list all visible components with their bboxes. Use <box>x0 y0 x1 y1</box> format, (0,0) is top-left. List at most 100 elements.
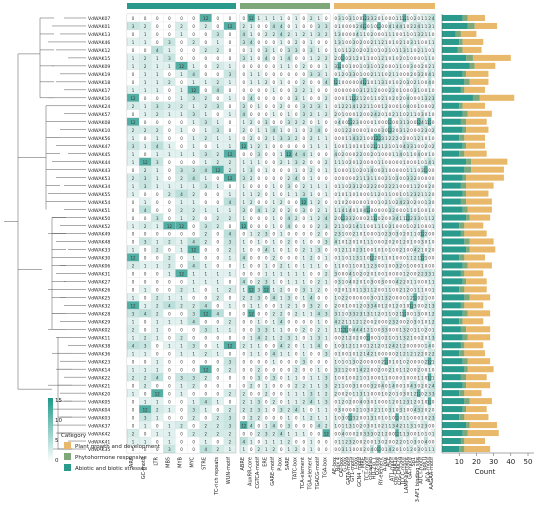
cell-value: 1 <box>363 264 366 269</box>
cell-value: 2 <box>180 208 183 213</box>
cell-value: 0 <box>381 88 384 93</box>
cell-value: 12 <box>143 407 149 412</box>
cell-value: 1 <box>363 224 366 229</box>
cell-value: 1 <box>250 192 253 197</box>
cell-value: 0 <box>325 16 328 21</box>
cell-value: 0 <box>349 296 352 301</box>
cell-value: 4 <box>325 216 328 221</box>
cell-value: 2 <box>204 96 207 101</box>
cell-value: 2 <box>295 136 298 141</box>
cell-value: 1 <box>317 48 320 53</box>
cell-value: 1 <box>421 248 424 253</box>
cell-value: 0 <box>399 256 402 261</box>
cell-value: 2 <box>407 335 410 340</box>
cell-value: 0 <box>432 192 435 197</box>
cell-value: 1 <box>204 80 207 85</box>
cell-value: 2 <box>367 184 370 189</box>
cell-value: 1 <box>356 144 359 149</box>
cell-value: 1 <box>310 312 313 317</box>
cell-value: 1 <box>338 256 341 261</box>
cell-value: 2 <box>421 32 424 37</box>
cell-value: 2 <box>421 351 424 356</box>
cell-value: 0 <box>295 104 298 109</box>
cell-value: 0 <box>356 16 359 21</box>
cell-value: 0 <box>432 32 435 37</box>
cell-value: 1 <box>272 272 275 277</box>
cell-value: 0 <box>392 288 395 293</box>
cell-value: 2 <box>204 48 207 53</box>
cell-value: 1 <box>257 104 260 109</box>
cell-value: 0 <box>310 280 313 285</box>
cell-value: 0 <box>204 56 207 61</box>
cell-value: 1 <box>417 208 420 213</box>
cell-value: 0 <box>295 240 298 245</box>
cell-value: 1 <box>403 32 406 37</box>
cell-value: 4 <box>144 208 147 213</box>
cell-value: 1 <box>144 399 147 404</box>
cell-value: 2 <box>345 200 348 205</box>
cell-value: 0 <box>353 144 356 149</box>
cell-value: 1 <box>287 192 290 197</box>
cell-value: 2 <box>302 160 305 165</box>
cell-value: 0 <box>272 144 275 149</box>
cell-value: 1 <box>363 351 366 356</box>
cell-value: 1 <box>156 320 159 325</box>
cell-value: 0 <box>317 439 320 444</box>
cell-value: 1 <box>381 16 384 21</box>
cell-value: 1 <box>302 312 305 317</box>
cell-value: 0 <box>421 40 424 45</box>
cell-value: 0 <box>265 152 268 157</box>
cell-value: 0 <box>132 383 135 388</box>
cell-value: 0 <box>349 367 352 372</box>
cell-value: 1 <box>389 335 392 340</box>
cell-value: 4 <box>265 248 268 253</box>
cell-value: 0 <box>396 208 399 213</box>
cell-value: 3 <box>229 240 232 245</box>
cell-value: 4 <box>156 144 159 149</box>
cell-value: 2 <box>217 224 220 229</box>
cell-value: 0 <box>425 288 428 293</box>
cell-value: 0 <box>257 383 260 388</box>
cell-value: 1 <box>407 56 410 61</box>
cell-value: 0 <box>156 232 159 237</box>
cell-value: 1 <box>325 415 328 420</box>
cell-value: 4 <box>399 152 402 157</box>
cell-value: 2 <box>217 80 220 85</box>
cell-value: 0 <box>425 264 428 269</box>
cell-value: 0 <box>342 24 345 29</box>
cell-value: 1 <box>295 272 298 277</box>
cell-value: 1 <box>310 176 313 181</box>
cell-value: 1 <box>414 32 417 37</box>
cell-value: 0 <box>389 16 392 21</box>
cell-value: 1 <box>132 391 135 396</box>
cell-value: 2 <box>407 328 410 333</box>
cell-value: 1 <box>374 343 377 348</box>
cell-value: 2 <box>371 184 374 189</box>
cell-value: 2 <box>389 88 392 93</box>
cell-value: 0 <box>403 80 406 85</box>
cell-value: 2 <box>403 343 406 348</box>
gene-label: VdWAK27 <box>88 280 110 286</box>
cell-value: 3 <box>272 375 275 380</box>
cell-value: 2 <box>180 423 183 428</box>
cell-value: 0 <box>338 128 341 133</box>
cell-value: 0 <box>399 32 402 37</box>
cell-value: 0 <box>421 208 424 213</box>
cell-value: 2 <box>280 335 283 340</box>
cell-value: 0 <box>374 104 377 109</box>
cell-value: 2 <box>317 200 320 205</box>
cell-value: 0 <box>421 312 424 317</box>
cell-value: 0 <box>403 64 406 69</box>
cell-value: 0 <box>287 144 290 149</box>
cell-value: 0 <box>363 112 366 117</box>
cell-value: 0 <box>156 120 159 125</box>
cell-value: 2 <box>204 232 207 237</box>
cell-value: 1 <box>272 320 275 325</box>
cell-value: 2 <box>156 407 159 412</box>
cell-value: 1 <box>421 320 424 325</box>
cell-value: 0 <box>367 144 370 149</box>
cell-value: 0 <box>257 200 260 205</box>
cell-value: 0 <box>132 280 135 285</box>
cell-value: 1 <box>392 56 395 61</box>
cell-value: 1 <box>317 184 320 189</box>
